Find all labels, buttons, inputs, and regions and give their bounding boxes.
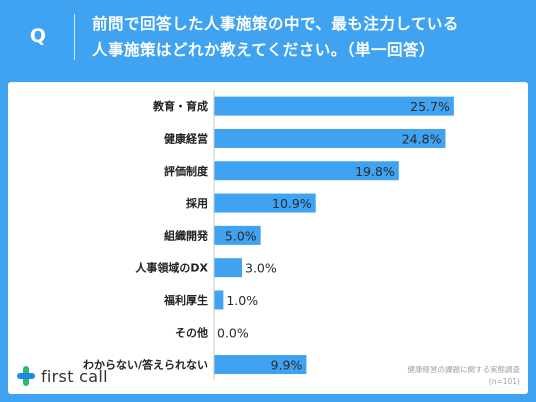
bar bbox=[214, 96, 454, 116]
category-label: 採用 bbox=[186, 196, 208, 210]
bar bbox=[214, 225, 261, 245]
value-label: 9.9% bbox=[271, 358, 303, 373]
question-line-1: 前問で回答した人事施策の中で、最も注力している bbox=[92, 15, 459, 33]
source-note: 健康経営の課題に関する実態調査 (n=101) bbox=[408, 364, 521, 388]
bar bbox=[214, 355, 307, 375]
category-label: 教育・育成 bbox=[152, 99, 208, 113]
value-label: 19.8% bbox=[355, 164, 395, 179]
category-label: 組織開発 bbox=[164, 228, 209, 242]
value-label: 0.0% bbox=[217, 325, 249, 340]
category-label: 福利厚生 bbox=[163, 293, 208, 307]
question-line-2: 人事施策はどれか教えてください。（単一回答） bbox=[92, 41, 436, 59]
source-title: 健康経営の課題に関する実態調査 bbox=[407, 365, 521, 374]
category-label: その他 bbox=[175, 325, 208, 339]
value-label: 5.0% bbox=[225, 228, 257, 243]
category-label: 人事領域のDX bbox=[135, 261, 208, 275]
cross-logo-icon bbox=[17, 366, 35, 386]
value-label: 24.8% bbox=[402, 131, 442, 146]
value-label: 25.7% bbox=[410, 99, 450, 114]
bar-chart: 教育・育成 25.7% 健康経営 24.8% 評価制度 19.8% 採用 10.9% 組織開発 5… bbox=[83, 90, 454, 381]
category-label: 評価制度 bbox=[164, 164, 209, 178]
bar bbox=[214, 258, 242, 278]
bar bbox=[214, 193, 316, 213]
chart-panel: 教育・育成 25.7% 健康経営 24.8% 評価制度 19.8% 採用 10.9% 組織開発 5… bbox=[8, 82, 528, 394]
first-call-logo: first call bbox=[16, 364, 108, 388]
value-label: 1.0% bbox=[226, 293, 258, 308]
category-label: わからない/答えられない bbox=[83, 358, 208, 372]
bar bbox=[214, 161, 399, 181]
bar bbox=[214, 128, 446, 148]
value-label: 10.9% bbox=[272, 196, 312, 211]
question-badge: Q bbox=[29, 25, 47, 47]
header-divider bbox=[74, 14, 75, 60]
sample-size: (n=101) bbox=[488, 377, 520, 386]
category-label: 健康経営 bbox=[164, 131, 208, 145]
value-label: 3.0% bbox=[245, 261, 277, 276]
question-header: Q 前問で回答した人事施策の中で、最も注力している 人事施策はどれか教えてくださ… bbox=[0, 0, 536, 72]
question-text: 前問で回答した人事施策の中で、最も注力している 人事施策はどれか教えてください。… bbox=[92, 11, 512, 63]
bar bbox=[214, 290, 224, 310]
logo-text: first call bbox=[41, 366, 108, 386]
